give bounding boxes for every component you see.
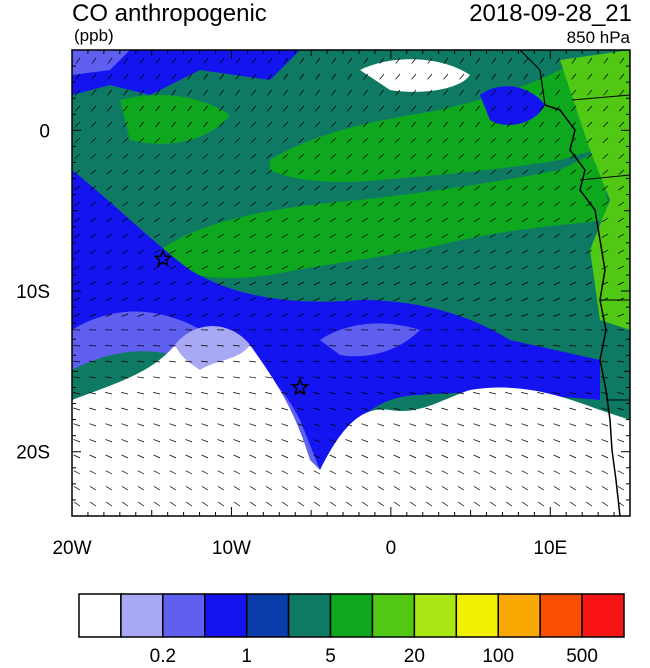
colorbar-box [205,594,247,637]
wind-barb [473,346,480,347]
wind-barb [489,346,496,347]
wind-barb [361,346,368,347]
wind-barb [169,346,176,347]
y-tick-label: 20S [16,443,50,464]
wind-barb [73,346,80,347]
wind-barb [393,346,400,347]
wind-barb [521,346,528,347]
colorbar-box [79,594,121,637]
wind-barb [329,346,336,347]
wind-barb [601,346,608,347]
colorbar-box [163,594,205,637]
wind-barb [201,346,208,347]
wind-barb [89,346,96,347]
colorbar-label: 500 [566,646,598,668]
wind-barb [249,346,256,347]
wind-barb [137,346,144,347]
y-tick-label: 0 [39,121,50,142]
colorbar-box [414,594,456,637]
colorbar-box [456,594,498,637]
wind-barb [121,346,128,347]
colorbar-box [498,594,540,637]
colorbar-box [372,594,414,637]
wind-barb [585,346,592,347]
wind-barb [265,346,272,347]
colorbar [79,594,624,637]
wind-barb [441,346,448,347]
x-tick-label: 20W [52,538,91,559]
wind-barb [345,346,352,347]
colorbar-label: 20 [404,646,425,668]
colorbar-box [540,594,582,637]
co-concentration-field [72,50,630,516]
wind-barb [617,346,624,347]
wind-barb [185,346,192,347]
colorbar-box [121,594,163,637]
colorbar-label: 0.2 [150,646,176,668]
x-tick-label: 10E [533,538,567,559]
colorbar-box [331,594,373,637]
wind-barb [425,346,432,347]
wind-barb [313,346,320,347]
wind-barb [409,346,416,347]
wind-barb [569,346,576,347]
y-tick-label: 10S [16,282,50,303]
wind-barb [281,346,288,347]
wind-barb [457,346,464,347]
wind-barb [505,346,512,347]
wind-barb [233,346,240,347]
wind-barb [105,346,112,347]
colorbar-label: 100 [482,646,514,668]
wind-barb [153,346,160,347]
wind-barb [297,346,304,347]
wind-barb [377,346,384,347]
x-tick-label: 0 [386,538,397,559]
colorbar-box [247,594,289,637]
x-tick-label: 10W [212,538,251,559]
colorbar-label: 1 [241,646,252,668]
wind-barb [553,346,560,347]
wind-barb [217,346,224,347]
colorbar-label: 5 [325,646,336,668]
colorbar-box [582,594,624,637]
wind-barb [537,346,544,347]
colorbar-box [289,594,331,637]
